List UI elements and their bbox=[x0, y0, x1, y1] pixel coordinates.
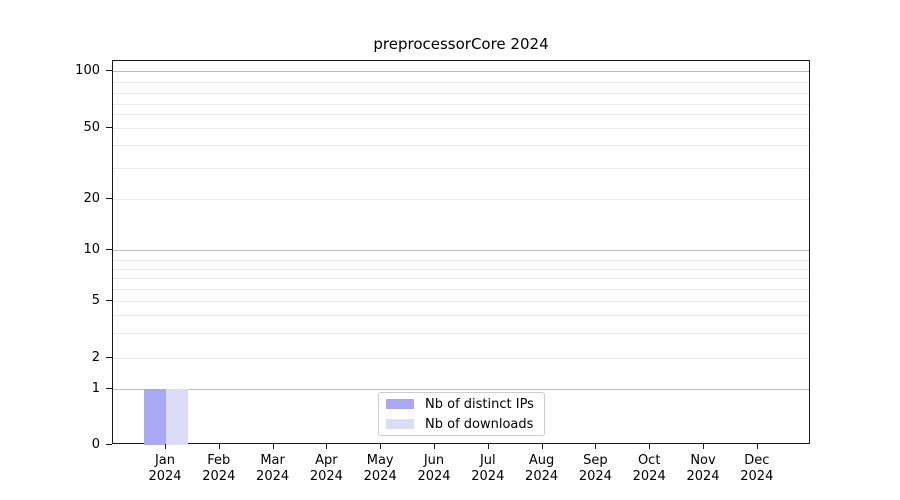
x-tick-label-jul: Jul 2024 bbox=[471, 453, 505, 484]
x-tick-mark-oct bbox=[649, 444, 651, 449]
y-tick-mark-5 bbox=[106, 300, 112, 301]
legend-swatch-1 bbox=[386, 419, 414, 429]
gridline-100 bbox=[113, 71, 809, 72]
gridline-50 bbox=[113, 128, 809, 129]
y-tick-label-5: 5 bbox=[91, 293, 100, 308]
gridline-4 bbox=[113, 315, 809, 316]
gridline-70 bbox=[113, 104, 809, 105]
y-tick-label-20: 20 bbox=[83, 191, 100, 206]
y-tick-mark-10 bbox=[106, 249, 112, 250]
x-tick-mark-jun bbox=[434, 444, 435, 449]
gridline-30 bbox=[113, 168, 809, 169]
x-tick-label-dec: Dec 2024 bbox=[740, 453, 774, 484]
x-tick-label-may: May 2024 bbox=[363, 453, 397, 484]
gridline-3 bbox=[113, 333, 809, 334]
x-tick-label-jan: Jan 2024 bbox=[148, 453, 182, 484]
y-tick-mark-100 bbox=[106, 70, 112, 71]
y-tick-mark-50 bbox=[106, 127, 112, 128]
y-tick-mark-2 bbox=[106, 357, 112, 358]
legend-label-1: Nb of downloads bbox=[425, 416, 534, 432]
gridline-7 bbox=[113, 278, 809, 279]
gridline-2 bbox=[113, 358, 809, 359]
gridline-1 bbox=[113, 389, 809, 390]
x-tick-mark-sep bbox=[595, 444, 597, 449]
x-tick-mark-dec bbox=[756, 444, 758, 449]
x-tick-mark-jan bbox=[165, 444, 166, 449]
x-tick-label-aug: Aug 2024 bbox=[525, 453, 559, 484]
x-tick-mark-nov bbox=[703, 444, 704, 449]
legend-row-1: Nb of downloads bbox=[386, 416, 544, 433]
gridline-90 bbox=[113, 82, 809, 83]
gridline-40 bbox=[113, 145, 809, 146]
gridline-9 bbox=[113, 260, 809, 261]
x-tick-label-apr: Apr 2024 bbox=[309, 453, 343, 484]
x-tick-mark-may bbox=[380, 444, 382, 449]
x-tick-mark-apr bbox=[326, 444, 328, 449]
gridline-60 bbox=[113, 114, 809, 115]
x-tick-label-jun: Jun 2024 bbox=[417, 453, 451, 484]
gridline-20 bbox=[113, 199, 809, 200]
y-tick-label-1: 1 bbox=[91, 381, 100, 396]
y-tick-mark-1 bbox=[106, 388, 112, 389]
gridline-10 bbox=[113, 250, 809, 251]
x-tick-mark-aug bbox=[541, 444, 543, 449]
legend-label-0: Nb of distinct IPs bbox=[425, 396, 534, 412]
y-tick-label-50: 50 bbox=[83, 120, 100, 135]
x-tick-label-feb: Feb 2024 bbox=[202, 453, 236, 484]
gridline-5 bbox=[113, 301, 809, 302]
x-tick-label-nov: Nov 2024 bbox=[686, 453, 720, 484]
x-tick-label-oct: Oct 2024 bbox=[632, 453, 666, 484]
y-tick-label-100: 100 bbox=[75, 63, 100, 78]
x-tick-label-mar: Mar 2024 bbox=[256, 453, 290, 484]
legend: Nb of distinct IPs Nb of downloads bbox=[378, 392, 545, 436]
y-tick-label-0: 0 bbox=[91, 437, 100, 452]
x-tick-mark-mar bbox=[272, 444, 274, 449]
y-tick-label-2: 2 bbox=[91, 350, 100, 365]
bar-nb-of-downloads-jan bbox=[166, 389, 188, 445]
legend-swatch-0 bbox=[386, 399, 414, 409]
legend-row-0: Nb of distinct IPs bbox=[386, 396, 544, 413]
bar-nb-of-distinct-ips-jan bbox=[144, 389, 166, 445]
y-tick-mark-0 bbox=[106, 444, 112, 445]
plot-area bbox=[112, 60, 810, 445]
gridline-80 bbox=[113, 93, 809, 94]
x-tick-mark-feb bbox=[218, 444, 220, 449]
chart-title: preprocessorCore 2024 bbox=[373, 35, 549, 53]
y-tick-label-10: 10 bbox=[83, 242, 100, 257]
gridline-8 bbox=[113, 269, 809, 270]
x-tick-mark-jul bbox=[487, 444, 489, 449]
gridline-6 bbox=[113, 289, 809, 290]
x-tick-label-sep: Sep 2024 bbox=[578, 453, 612, 484]
y-tick-mark-20 bbox=[106, 198, 112, 199]
